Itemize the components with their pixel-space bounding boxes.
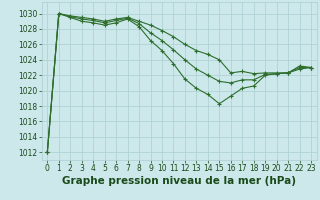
X-axis label: Graphe pression niveau de la mer (hPa): Graphe pression niveau de la mer (hPa) [62, 176, 296, 186]
